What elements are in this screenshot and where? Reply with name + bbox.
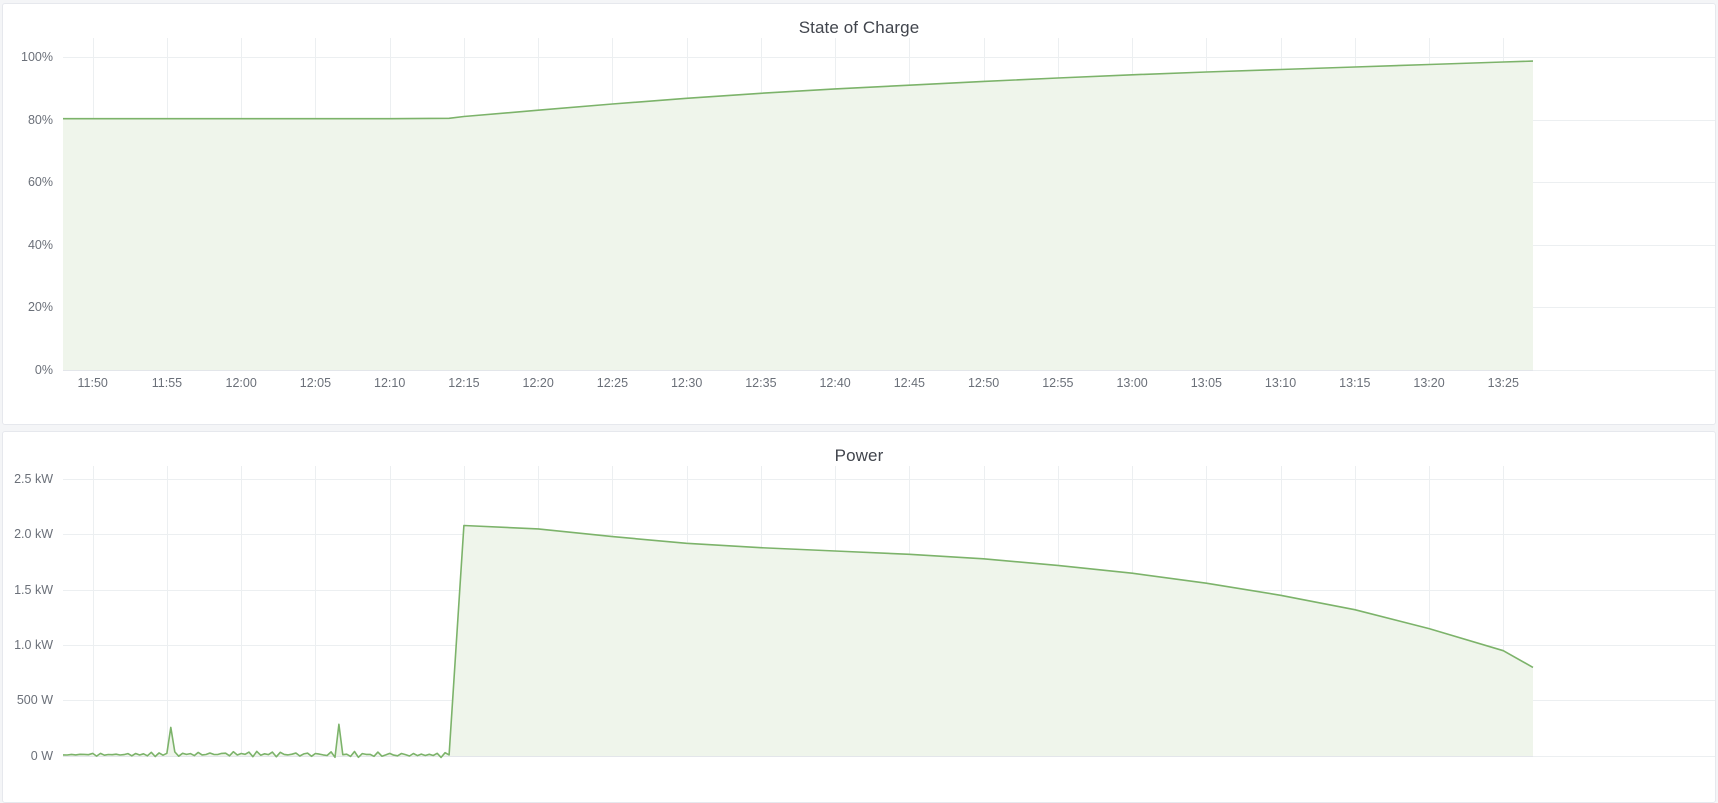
y-axis-tick-label: 40%	[27, 237, 53, 252]
chart-power[interactable]: 0 W 500 W 1.0 kW 1.5 kW 2.0 kW 2.5 kW	[3, 465, 1715, 796]
gridline-vertical	[166, 465, 168, 756]
panel-title-power: Power	[834, 445, 884, 465]
x-axis-tick-label: 11:50	[77, 376, 108, 390]
x-axis-tick-label: 12:55	[1042, 376, 1074, 390]
series-line	[62, 524, 1534, 759]
x-axis-tick-label: 12:35	[745, 376, 777, 390]
x-axis-tick-label: 12:20	[522, 376, 554, 390]
x-axis-tick-label: 13:00	[1116, 376, 1148, 390]
y-axis-tick-label: 60%	[27, 175, 53, 190]
x-axis-tick-label: 12:05	[299, 376, 332, 390]
x-axis-tick-label: 13:25	[1487, 376, 1519, 390]
y-axis-power: 0 W 500 W 1.0 kW 1.5 kW 2.0 kW 2.5 kW	[3, 466, 61, 796]
x-axis-tick-label: 12:00	[225, 376, 257, 390]
series-line	[63, 60, 1534, 120]
series-area-fill	[63, 525, 1533, 758]
series-power	[62, 524, 1534, 759]
y-axis-tick-label: 0 W	[30, 748, 53, 763]
gridline-vertical	[389, 465, 391, 756]
gridline-vertical	[1503, 465, 1505, 756]
series-area-fill	[63, 61, 1533, 370]
gridline-horizontal	[63, 534, 1715, 536]
gridline-vertical	[92, 465, 94, 756]
y-axis-tick-label: 0%	[34, 363, 53, 377]
y-axis-tick-label: 20%	[27, 300, 53, 315]
series-state-of-charge	[63, 60, 1534, 370]
y-axis-tick-label: 2.0 kW	[14, 527, 53, 542]
x-axis-tick-label: 12:15	[448, 376, 480, 390]
gridline-vertical	[1429, 465, 1431, 756]
x-axis-baseline	[63, 370, 1533, 371]
x-axis-baseline	[63, 755, 1533, 757]
x-axis-tick-label: 13:05	[1190, 376, 1222, 390]
y-axis-tick-label: 2.5 kW	[14, 471, 53, 486]
x-axis-tick-label: 12:30	[670, 376, 703, 390]
panel-title-state-of-charge: State of Charge	[798, 18, 920, 37]
panel-state-of-charge[interactable]: State of Charge 0% 20% 40% 60% 80% 100% 11:50…	[2, 3, 1716, 425]
y-axis-tick-label: 1.0 kW	[14, 638, 53, 653]
y-axis-tick-label: 100%	[21, 50, 53, 64]
x-axis-tick-label: 12:10	[374, 376, 406, 390]
y-axis-tick-label: 500 W	[16, 693, 53, 708]
gridline-vertical	[315, 465, 317, 756]
x-axis-tick-label: 13:20	[1413, 376, 1445, 390]
x-axis-tick-label: 12:25	[596, 376, 629, 390]
chart-state-of-charge[interactable]: 0% 20% 40% 60% 80% 100% 11:50 11:55 12:00 12:05 1…	[3, 38, 1715, 418]
x-axis-tick-label: 13:10	[1264, 376, 1297, 390]
x-axis-tick-label: 13:15	[1339, 376, 1371, 390]
x-axis-tick-label: 12:40	[819, 376, 851, 390]
x-axis-tick-label: 12:45	[893, 376, 925, 390]
panel-power[interactable]: Power 0 W 500 W 1.0 kW 1.5 kW 2.0 kW 2.5 kW	[2, 430, 1716, 803]
gridline-horizontal	[63, 478, 1715, 480]
gridline-vertical	[241, 465, 243, 756]
y-axis-tick-label: 80%	[27, 112, 53, 127]
y-axis-state-of-charge: 0% 20% 40% 60% 80% 100%	[3, 38, 61, 418]
x-axis-tick-label: 11:55	[151, 376, 183, 390]
gridline-horizontal	[63, 57, 1715, 58]
x-axis-tick-label: 12:50	[967, 376, 1000, 390]
y-axis-tick-label: 1.5 kW	[14, 582, 53, 597]
